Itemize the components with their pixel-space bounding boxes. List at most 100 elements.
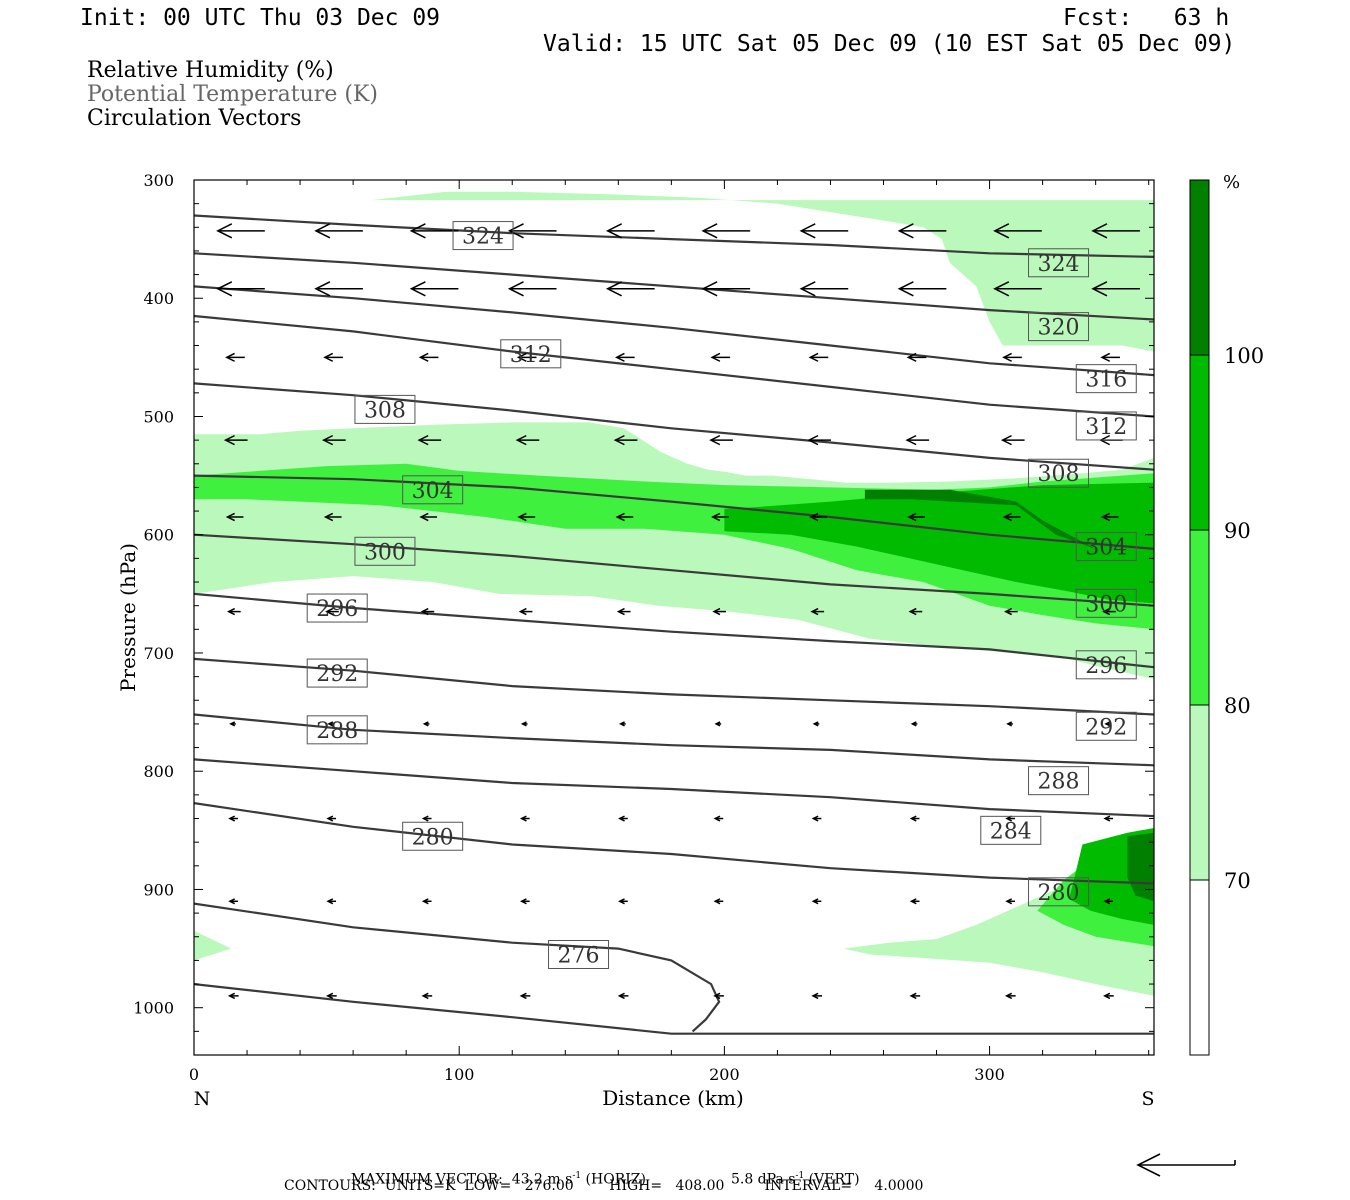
circulation-vector — [518, 607, 533, 616]
vector-head — [327, 721, 334, 727]
contour-label-text: 324 — [1038, 252, 1080, 277]
contour-label: 300 — [1075, 588, 1137, 618]
vector-head — [993, 281, 1010, 297]
vector-head — [1004, 992, 1013, 1000]
contour-label-text: 296 — [316, 597, 358, 622]
circulation-vector — [910, 721, 918, 727]
y-tick-label: 400 — [143, 289, 174, 308]
vector-head — [1091, 223, 1108, 239]
colorbar-label: 80 — [1224, 694, 1251, 718]
vector-head — [605, 223, 622, 239]
contour-label-box — [500, 339, 562, 369]
vector-head — [807, 434, 819, 446]
circulation-vector — [421, 815, 432, 822]
reference-vector-head — [1136, 1153, 1161, 1177]
theta-contour-316 — [194, 285, 1154, 377]
colorbar-swatch — [1189, 179, 1210, 356]
vector-head — [1000, 434, 1012, 446]
max-vector-vert: 5.8 dPa s — [730, 1171, 796, 1188]
contour-label-text: 296 — [1085, 654, 1127, 679]
circulation-vector — [615, 512, 634, 522]
circulation-vector — [1000, 434, 1025, 446]
contour-label: 296 — [1075, 650, 1137, 680]
circulation-vector — [223, 434, 248, 446]
colorbar-swatch — [1189, 354, 1210, 531]
circulation-vector — [993, 281, 1042, 297]
circulation-vector — [618, 898, 628, 905]
circulation-vector — [323, 512, 342, 522]
legend-theta: Potential Temperature (K) — [87, 82, 378, 107]
circulation-vector — [326, 992, 337, 1000]
vector-head — [619, 721, 625, 727]
circulation-vector — [710, 352, 731, 362]
circulation-vector — [908, 607, 923, 616]
circulation-vector — [1091, 223, 1140, 239]
contour-label-box — [1028, 877, 1090, 907]
x-tick-label: 0 — [189, 1065, 199, 1084]
contour-label: 308 — [354, 394, 416, 424]
y-tick-label: 900 — [143, 880, 174, 899]
circulation-vector — [1006, 721, 1013, 727]
vector-head — [905, 434, 917, 446]
contour-label: 280 — [1028, 877, 1090, 907]
circulation-vector — [225, 512, 244, 522]
circulation-vector — [897, 223, 947, 239]
contour-label: 324 — [452, 221, 514, 251]
circulation-vector — [809, 512, 827, 522]
vector-head — [409, 223, 426, 239]
circulation-vector — [701, 223, 751, 239]
circulation-vector — [897, 281, 947, 297]
circulation-vector — [314, 281, 363, 297]
plot-area — [194, 191, 1154, 1035]
circulation-vector — [520, 721, 528, 727]
contour-label-text: 288 — [1038, 770, 1080, 795]
contour-label-box — [306, 593, 368, 623]
circulation-vector — [322, 434, 346, 446]
contour-label-text: 300 — [1085, 592, 1127, 617]
circulation-vector — [517, 512, 536, 522]
contour-label: 312 — [500, 339, 562, 369]
circulation-vector — [993, 223, 1042, 239]
contour-label-box — [306, 715, 368, 745]
circulation-vector — [1005, 815, 1015, 822]
colorbar-swatch — [1189, 529, 1210, 706]
theta-contour-surface — [194, 983, 1154, 1035]
contour-label-text: 304 — [412, 479, 454, 504]
circulation-vector — [226, 607, 241, 616]
circulation-vector — [613, 434, 638, 446]
theta-contour-300 — [194, 533, 1154, 607]
circulation-vector — [422, 721, 430, 727]
end-label-left: N — [194, 1088, 211, 1110]
vector-head — [515, 434, 527, 446]
colorbar-swatch — [1189, 704, 1210, 881]
circulation-vector — [1004, 992, 1016, 1000]
circulation-vector — [227, 992, 239, 1000]
forecast-hour: Fcst: 63 h — [1063, 5, 1230, 31]
contour-label: 300 — [354, 536, 416, 566]
circulation-vector — [420, 607, 435, 616]
contour-label-text: 276 — [558, 943, 600, 968]
circulation-vector — [1103, 815, 1114, 822]
circulation-vector — [326, 898, 337, 905]
circulation-vector — [619, 721, 626, 727]
theta-contour-324 — [194, 214, 1154, 258]
contour-label-text: 292 — [1085, 715, 1127, 740]
contour-label-text: 292 — [316, 662, 358, 687]
vector-head — [615, 512, 625, 522]
circulation-vector — [314, 223, 363, 239]
vector-head — [519, 898, 527, 905]
circulation-vector — [325, 607, 339, 616]
contour-label-box — [1075, 588, 1137, 618]
circulation-vector — [1103, 992, 1114, 1000]
circulation-vector — [711, 512, 729, 522]
vector-head — [812, 721, 819, 727]
circulation-vector — [1004, 607, 1018, 616]
circulation-vector — [1091, 281, 1140, 297]
circulation-vector — [1002, 352, 1022, 362]
circulation-vector — [614, 352, 635, 362]
vector-head — [613, 434, 625, 446]
vector-head — [1100, 512, 1111, 522]
contour-label-box — [1075, 650, 1137, 680]
unit-exponent: -1 — [795, 1171, 805, 1181]
